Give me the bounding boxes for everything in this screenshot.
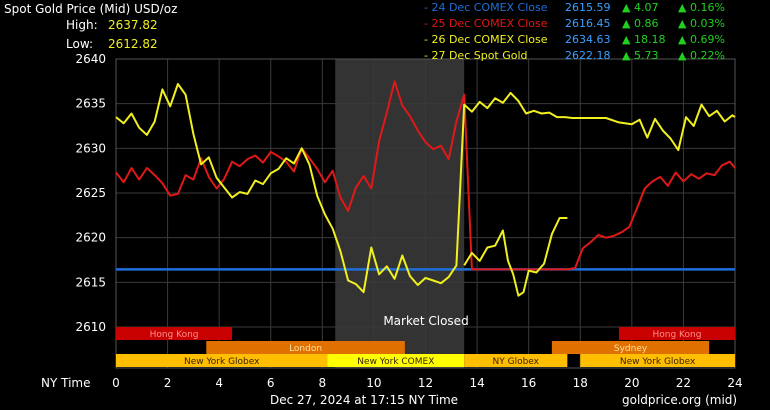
legend-price: 2634.63 <box>565 33 611 46</box>
x-tick-label: 16 <box>521 376 536 390</box>
x-tick-label: 22 <box>676 376 691 390</box>
session-bar <box>551 341 710 354</box>
trading-sessions: Hong Kong Hong Kong London Sydney New York G… <box>116 327 735 367</box>
legend-price: 2622.18 <box>565 49 611 62</box>
low-label: Low: <box>66 37 94 51</box>
session-bar <box>580 354 735 367</box>
session-bar <box>464 354 568 367</box>
x-tick-label: 10 <box>366 376 381 390</box>
legend-price: 2616.45 <box>565 17 611 30</box>
legend-pct: ▲ 0.16% <box>678 1 725 14</box>
session-label: London <box>289 344 322 354</box>
x-tick-label: 12 <box>418 376 433 390</box>
session-bar <box>116 354 328 367</box>
session-label: NY Globex <box>493 357 540 367</box>
series-line <box>115 80 736 271</box>
session-label: New York Globex <box>620 357 696 367</box>
x-tick-label: 18 <box>573 376 588 390</box>
legend-change: ▲ 4.07 <box>622 1 659 14</box>
chart-title: Spot Gold Price (Mid) USD/oz <box>4 2 178 16</box>
series-line <box>463 217 568 297</box>
session-bar <box>116 327 233 340</box>
y-tick-label: 2615 <box>75 275 106 289</box>
footer-timestamp: Dec 27, 2024 at 17:15 NY Time <box>270 393 459 407</box>
x-tick-label: 24 <box>727 376 742 390</box>
y-tick-label: 2630 <box>75 141 106 155</box>
x-tick-label: 14 <box>469 376 484 390</box>
y-axis-ticks: 2610 2615 2620 2625 2630 2635 2640 <box>75 52 106 334</box>
legend-price: 2615.59 <box>565 1 611 14</box>
plot-border <box>115 58 736 369</box>
price-series <box>115 80 736 297</box>
series-line <box>115 83 736 294</box>
x-axis-ticks: 0 2 4 6 8 10 12 14 16 18 20 22 24 <box>112 376 742 390</box>
legend-change: ▲ 0.86 <box>622 17 659 30</box>
legend-pct: ▲ 0.22% <box>678 49 725 62</box>
x-tick-label: 8 <box>319 376 327 390</box>
x-tick-label: 20 <box>624 376 639 390</box>
session-bar <box>206 341 405 354</box>
session-label: Sydney <box>614 344 648 354</box>
y-tick-label: 2640 <box>75 52 106 66</box>
y-tick-label: 2625 <box>75 186 106 200</box>
legend-label: - 27 Dec Spot Gold <box>424 49 528 62</box>
market-closed-label: Market Closed <box>383 314 468 328</box>
x-tick-label: 0 <box>112 376 120 390</box>
session-bar <box>327 354 465 367</box>
footer-source: goldprice.org (mid) <box>622 393 738 407</box>
market-closed-region <box>335 59 465 368</box>
y-tick-label: 2610 <box>75 320 106 334</box>
x-axis-title: NY Time <box>41 376 91 390</box>
session-label: New York COMEX <box>357 357 434 367</box>
x-tick-label: 4 <box>215 376 223 390</box>
legend-label: - 25 Dec COMEX Close <box>424 17 548 30</box>
y-tick-label: 2620 <box>75 231 106 245</box>
session-bar <box>618 327 735 340</box>
legend-pct: ▲ 0.69% <box>678 33 725 46</box>
session-label: Hong Kong <box>653 330 702 340</box>
legend-pct: ▲ 0.03% <box>678 17 725 30</box>
legend-change: ▲ 18.18 <box>622 33 666 46</box>
legend-label: - 24 Dec COMEX Close <box>424 1 548 14</box>
session-label: Hong Kong <box>150 330 199 340</box>
high-label: High: <box>66 18 98 32</box>
legend-label: - 26 Dec COMEX Close <box>424 33 548 46</box>
high-value: 2637.82 <box>108 18 158 32</box>
x-tick-label: 6 <box>267 376 275 390</box>
y-tick-label: 2635 <box>75 97 106 111</box>
legend-change: ▲ 5.73 <box>622 49 659 62</box>
low-value: 2612.82 <box>108 37 158 51</box>
x-tick-label: 2 <box>164 376 172 390</box>
session-label: New York Globex <box>184 357 260 367</box>
